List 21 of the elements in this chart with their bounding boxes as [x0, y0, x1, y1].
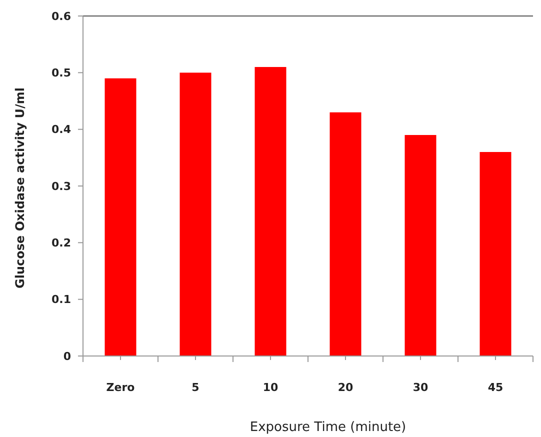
x-tick-label: 5	[192, 381, 200, 394]
x-tick-label: Zero	[106, 381, 136, 394]
x-tick-label: 20	[338, 381, 354, 394]
y-tick-label: 0	[63, 350, 72, 363]
bar	[104, 78, 136, 356]
bar	[480, 152, 512, 356]
bar	[180, 72, 212, 356]
x-axis-title: Exposure Time (minute)	[250, 420, 406, 435]
y-axis-title: Glucose Oxidase activity U/ml	[13, 88, 27, 288]
y-tick-label: 0.4	[52, 123, 72, 136]
bar	[330, 112, 362, 356]
y-tick-label: 0.6	[52, 10, 72, 23]
x-tick-label: 30	[412, 381, 428, 394]
y-tick-label: 0.1	[52, 293, 71, 306]
x-tick-label: 10	[262, 381, 278, 394]
bar	[254, 67, 286, 356]
bar	[404, 135, 436, 356]
x-tick-label: 45	[488, 381, 504, 394]
y-tick-label: 0.5	[52, 66, 71, 80]
y-tick-label: 0.3	[52, 180, 71, 193]
y-tick-label: 0.2	[52, 236, 71, 250]
